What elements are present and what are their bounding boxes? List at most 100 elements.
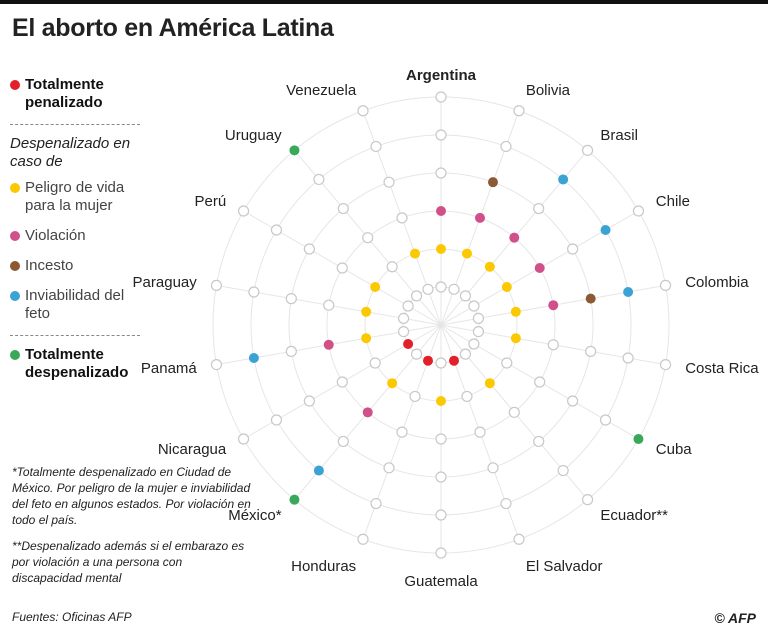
footnotes: *Totalmente despenalizado en Ciudad de M… [12, 464, 252, 596]
dot-inviabilidad [600, 225, 611, 235]
dot-empty [336, 262, 348, 274]
dot-penalizado [423, 355, 434, 366]
dot-empty [357, 105, 369, 117]
afp-logo: © AFP [714, 610, 756, 626]
legend-label: Incesto [25, 257, 74, 274]
dot-inviabilidad [313, 465, 324, 476]
dot-empty [303, 243, 315, 255]
dot-peligro [387, 378, 398, 389]
country-label: Perú [195, 193, 227, 210]
footnote-mexico: *Totalmente despenalizado en Ciudad de M… [12, 465, 251, 527]
country-label: Chile [656, 193, 690, 210]
dot-inviabilidad [623, 287, 634, 298]
dot-empty [210, 279, 223, 292]
country-label: Uruguay [225, 127, 282, 144]
dot-empty [501, 357, 513, 369]
dot-empty [370, 497, 382, 510]
dot-empty [435, 91, 447, 103]
legend-label: Violación [25, 227, 86, 244]
dot-empty [459, 290, 472, 302]
blue-dot-icon [10, 291, 20, 301]
legend-label: Peligro de vida para la mujer [25, 179, 125, 214]
legend-label: Inviabilidad del feto [25, 287, 125, 322]
dot-despenalizado [633, 434, 644, 444]
dot-empty [472, 325, 485, 338]
dot-empty [248, 286, 260, 298]
divider [10, 124, 140, 125]
dot-empty [472, 312, 485, 325]
dot-empty [313, 173, 325, 186]
dot-empty [237, 205, 250, 217]
dot-empty [632, 205, 645, 217]
dot-peligro [370, 282, 381, 292]
yellow-dot-icon [10, 183, 20, 193]
legend-label: Totalmente penalizado [25, 76, 104, 111]
top-bar [0, 0, 768, 4]
dot-peligro [461, 248, 472, 259]
legend: Totalmente penalizado Despenalizado en c… [10, 76, 140, 394]
country-label: Colombia [685, 274, 749, 291]
dot-empty [567, 395, 579, 407]
country-label: México* [228, 507, 282, 524]
dot-penalizado [448, 355, 459, 366]
legend-despenalizado: Totalmente despenalizado [10, 346, 140, 382]
dot-empty [303, 395, 315, 407]
dot-peligro [484, 261, 495, 272]
dot-empty [336, 376, 348, 388]
dot-violacion [474, 212, 485, 223]
dot-empty [396, 426, 408, 438]
country-label: Bolivia [526, 82, 571, 99]
dot-inviabilidad [558, 174, 569, 185]
dot-violacion [362, 407, 373, 418]
dot-empty [270, 224, 283, 236]
dot-empty [422, 283, 434, 295]
dot-empty [533, 202, 545, 215]
dot-empty [557, 464, 569, 477]
dot-empty [210, 358, 223, 371]
dot-empty [567, 243, 579, 255]
legend-peligro: Peligro de vida para la mujer [10, 179, 140, 215]
pink-dot-icon [10, 231, 20, 241]
country-label: Costa Rica [685, 360, 759, 377]
dot-empty [435, 433, 447, 445]
footnote-ecuador: **Despenalizado además si el embarazo es… [12, 539, 245, 585]
dot-empty [337, 435, 349, 448]
dot-empty [585, 345, 597, 357]
dot-empty [581, 144, 594, 156]
legend-incesto: Incesto [10, 257, 140, 275]
dot-empty [323, 299, 335, 311]
dot-empty [397, 325, 410, 338]
dot-empty [508, 406, 520, 418]
dot-empty [435, 357, 447, 369]
dot-empty [659, 279, 672, 292]
dot-empty [383, 176, 395, 188]
country-label: Guatemala [404, 573, 478, 590]
country-label: Ecuador** [600, 507, 668, 524]
country-label: Venezuela [286, 82, 357, 99]
dot-empty [383, 462, 395, 474]
dot-empty [237, 433, 250, 445]
dot-empty [599, 414, 612, 426]
source: Fuentes: Oficinas AFP [12, 610, 132, 624]
dot-empty [386, 261, 398, 273]
dot-despenalizado [289, 145, 300, 156]
dot-empty [409, 390, 421, 403]
dot-peligro [484, 378, 495, 389]
dot-peligro [436, 244, 446, 254]
dot-empty [448, 283, 460, 295]
legend-inviabilidad: Inviabilidad del feto [10, 287, 140, 323]
dot-empty [270, 414, 283, 426]
dot-peligro [410, 248, 421, 259]
legend-penalizado: Totalmente penalizado [10, 76, 140, 112]
divider [10, 335, 140, 336]
dot-empty [459, 348, 472, 360]
dot-empty [435, 129, 447, 141]
legend-subtitle: Despenalizado en caso de [10, 135, 131, 170]
dot-violacion [323, 339, 334, 350]
dot-empty [337, 202, 349, 215]
dot-empty [410, 290, 423, 302]
dot-empty [474, 426, 486, 438]
dot-penalizado [403, 339, 414, 349]
dot-violacion [509, 232, 520, 243]
